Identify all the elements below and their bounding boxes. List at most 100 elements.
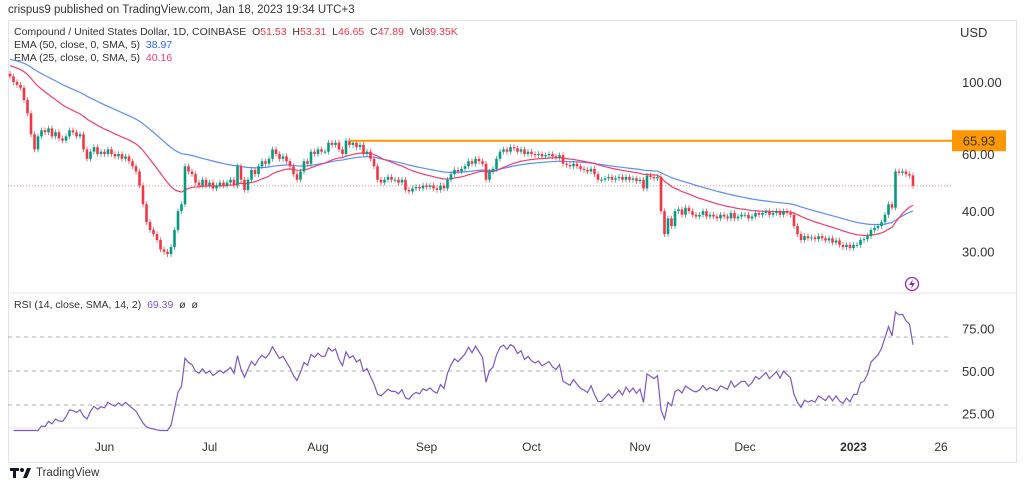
candle[interactable] — [264, 158, 267, 167]
candle[interactable] — [617, 174, 621, 182]
candle[interactable] — [705, 208, 708, 220]
candle[interactable] — [680, 206, 684, 218]
candle[interactable] — [316, 146, 320, 157]
candle[interactable] — [708, 211, 712, 220]
candle[interactable] — [698, 211, 701, 220]
candle[interactable] — [271, 146, 274, 162]
candle[interactable] — [547, 151, 551, 159]
candle[interactable] — [841, 242, 845, 250]
candle[interactable] — [880, 219, 883, 229]
candle[interactable] — [71, 127, 75, 136]
candle[interactable] — [890, 201, 894, 211]
candle[interactable] — [159, 237, 162, 253]
candle[interactable] — [197, 179, 201, 189]
candle[interactable] — [320, 146, 323, 155]
candle[interactable] — [638, 176, 642, 184]
candle[interactable] — [481, 158, 484, 167]
candle[interactable] — [806, 233, 810, 242]
candle[interactable] — [663, 208, 666, 237]
symbol-name[interactable]: Compound / United States Dollar, 1D, COI… — [14, 26, 247, 38]
candle[interactable] — [57, 129, 61, 142]
candle[interactable] — [628, 174, 631, 183]
candle[interactable] — [323, 148, 327, 155]
candle[interactable] — [432, 182, 435, 192]
candle[interactable] — [502, 146, 505, 155]
candle[interactable] — [383, 176, 386, 186]
candle[interactable] — [610, 174, 614, 183]
candle[interactable] — [848, 242, 852, 251]
candle[interactable] — [670, 215, 673, 229]
candle[interactable] — [302, 158, 306, 175]
candle[interactable] — [299, 168, 302, 183]
candle[interactable] — [894, 168, 897, 211]
candle[interactable] — [120, 151, 124, 162]
candle[interactable] — [155, 231, 159, 243]
candle[interactable] — [390, 174, 393, 183]
ema25-legend[interactable]: EMA (25, close, 0, SMA, 5) 40.16 — [14, 52, 172, 64]
candle[interactable] — [8, 70, 12, 80]
candle[interactable] — [229, 176, 232, 186]
candle[interactable] — [369, 148, 372, 162]
candle[interactable] — [474, 155, 477, 167]
candle[interactable] — [313, 148, 316, 157]
candle[interactable] — [365, 148, 369, 157]
candle[interactable] — [232, 176, 236, 189]
candle[interactable] — [796, 223, 799, 237]
candle[interactable] — [362, 142, 365, 157]
candle[interactable] — [901, 168, 904, 176]
candle[interactable] — [453, 167, 456, 178]
candle[interactable] — [621, 174, 624, 183]
candle[interactable] — [348, 137, 351, 148]
candle[interactable] — [460, 166, 463, 175]
candle[interactable] — [512, 144, 516, 152]
candle[interactable] — [278, 151, 281, 162]
candle[interactable] — [845, 242, 848, 250]
candle[interactable] — [239, 163, 243, 183]
candle[interactable] — [358, 142, 362, 150]
candle[interactable] — [306, 158, 309, 167]
candle[interactable] — [866, 233, 869, 242]
candle[interactable] — [631, 175, 635, 183]
candle[interactable] — [645, 172, 649, 192]
candle[interactable] — [740, 211, 743, 220]
candle[interactable] — [110, 146, 113, 157]
candle[interactable] — [281, 153, 285, 162]
candle[interactable] — [530, 148, 533, 157]
candle[interactable] — [600, 176, 603, 183]
candle[interactable] — [85, 146, 89, 162]
candle[interactable] — [607, 174, 610, 182]
candle[interactable] — [260, 158, 264, 170]
candle[interactable] — [908, 171, 911, 179]
candle[interactable] — [799, 231, 803, 243]
resistance-price-label[interactable] — [952, 130, 1006, 152]
candle[interactable] — [778, 208, 782, 218]
candle[interactable] — [243, 176, 246, 193]
candle[interactable] — [509, 144, 512, 155]
candle[interactable] — [834, 237, 838, 246]
candle[interactable] — [817, 233, 820, 242]
candle[interactable] — [218, 179, 222, 189]
candle[interactable] — [421, 182, 425, 192]
candle[interactable] — [873, 225, 876, 233]
candle[interactable] — [603, 175, 607, 183]
candle[interactable] — [215, 182, 218, 192]
candle[interactable] — [614, 175, 617, 183]
candle[interactable] — [337, 139, 341, 153]
candle[interactable] — [824, 235, 827, 244]
candle[interactable] — [540, 151, 544, 160]
candle[interactable] — [138, 168, 141, 189]
candle[interactable] — [442, 182, 446, 192]
candle[interactable] — [222, 179, 225, 189]
candle[interactable] — [729, 210, 733, 222]
candle[interactable] — [68, 127, 71, 140]
candle[interactable] — [103, 148, 106, 157]
candle[interactable] — [722, 211, 726, 220]
candle[interactable] — [544, 152, 547, 160]
candle[interactable] — [435, 185, 439, 193]
candle[interactable] — [694, 211, 698, 220]
candle[interactable] — [642, 176, 645, 192]
candle[interactable] — [715, 213, 719, 222]
candle[interactable] — [99, 148, 103, 157]
candle[interactable] — [344, 137, 348, 157]
